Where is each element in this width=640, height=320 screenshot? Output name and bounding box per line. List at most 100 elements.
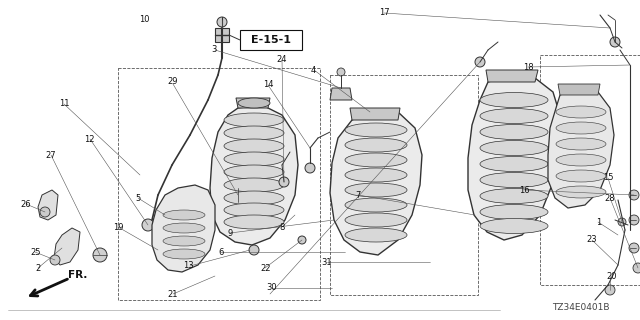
Ellipse shape (163, 236, 205, 246)
Ellipse shape (480, 219, 548, 234)
Text: 23: 23 (587, 236, 597, 244)
Polygon shape (330, 88, 352, 100)
Ellipse shape (480, 172, 548, 188)
Circle shape (305, 163, 315, 173)
Ellipse shape (556, 186, 606, 198)
Ellipse shape (224, 152, 284, 166)
Ellipse shape (163, 210, 205, 220)
Text: 29: 29 (168, 77, 178, 86)
Circle shape (629, 243, 639, 253)
Ellipse shape (224, 178, 284, 192)
Polygon shape (486, 70, 538, 82)
Ellipse shape (345, 123, 407, 137)
Bar (240, 30, 302, 50)
Text: 6: 6 (218, 248, 223, 257)
Text: FR.: FR. (68, 270, 88, 280)
Text: 3: 3 (212, 45, 217, 54)
Polygon shape (330, 110, 422, 255)
Text: 13: 13 (184, 261, 194, 270)
Circle shape (231, 188, 245, 202)
Text: 27: 27 (46, 151, 56, 160)
Text: 28: 28 (605, 194, 615, 203)
Text: 17: 17 (379, 8, 389, 17)
Circle shape (298, 236, 306, 244)
Ellipse shape (345, 183, 407, 197)
Ellipse shape (163, 249, 205, 259)
Text: 10: 10 (139, 15, 149, 24)
Ellipse shape (224, 139, 284, 153)
Text: 31: 31 (321, 258, 332, 267)
Ellipse shape (556, 106, 606, 118)
Circle shape (633, 263, 640, 273)
Text: 4: 4 (311, 66, 316, 75)
Circle shape (50, 255, 60, 265)
Text: 5: 5 (135, 194, 140, 203)
Bar (330, 75, 478, 295)
Circle shape (629, 215, 639, 225)
Ellipse shape (345, 198, 407, 212)
Ellipse shape (480, 156, 548, 172)
Bar (118, 68, 320, 300)
Text: 26: 26 (20, 200, 31, 209)
Ellipse shape (556, 138, 606, 150)
Ellipse shape (163, 223, 205, 233)
Polygon shape (54, 228, 80, 265)
Text: 15: 15 (603, 173, 613, 182)
Text: 12: 12 (84, 135, 95, 144)
Ellipse shape (224, 165, 284, 179)
Polygon shape (38, 190, 58, 220)
Ellipse shape (345, 153, 407, 167)
Ellipse shape (224, 113, 284, 127)
Text: 21: 21 (168, 290, 178, 299)
Text: 25: 25 (30, 248, 40, 257)
Text: 19: 19 (113, 223, 124, 232)
Polygon shape (468, 76, 560, 240)
Polygon shape (548, 88, 614, 208)
Ellipse shape (224, 215, 284, 229)
Text: 18: 18 (523, 63, 533, 72)
Ellipse shape (345, 228, 407, 242)
Ellipse shape (480, 92, 548, 108)
Bar (540, 55, 640, 285)
Text: 9: 9 (228, 229, 233, 238)
Polygon shape (558, 84, 600, 95)
Text: 7: 7 (356, 191, 361, 200)
Circle shape (475, 57, 485, 67)
Ellipse shape (480, 140, 548, 156)
Ellipse shape (238, 98, 270, 108)
Text: 30: 30 (267, 284, 277, 292)
Ellipse shape (224, 191, 284, 205)
Circle shape (40, 207, 50, 217)
Ellipse shape (556, 170, 606, 182)
Polygon shape (210, 105, 298, 245)
Circle shape (279, 177, 289, 187)
Text: 16: 16 (520, 186, 530, 195)
Polygon shape (215, 28, 229, 42)
Circle shape (618, 218, 626, 226)
Text: 2: 2 (36, 264, 41, 273)
Ellipse shape (345, 168, 407, 182)
Text: 22: 22 (260, 264, 271, 273)
Ellipse shape (480, 124, 548, 140)
Circle shape (142, 219, 154, 231)
Ellipse shape (480, 188, 548, 204)
Ellipse shape (224, 203, 284, 217)
Text: 14: 14 (264, 80, 274, 89)
Text: TZ34E0401B: TZ34E0401B (552, 303, 610, 313)
Text: 1: 1 (596, 218, 601, 227)
Ellipse shape (480, 204, 548, 220)
Text: 20: 20 (606, 272, 616, 281)
Circle shape (605, 285, 615, 295)
Ellipse shape (556, 154, 606, 166)
Ellipse shape (345, 213, 407, 227)
Polygon shape (152, 185, 215, 272)
Polygon shape (236, 98, 270, 108)
Circle shape (610, 37, 620, 47)
Ellipse shape (556, 122, 606, 134)
Circle shape (249, 245, 259, 255)
Polygon shape (350, 108, 400, 120)
Text: 24: 24 (276, 55, 287, 64)
Circle shape (629, 190, 639, 200)
Circle shape (93, 248, 107, 262)
Circle shape (217, 17, 227, 27)
